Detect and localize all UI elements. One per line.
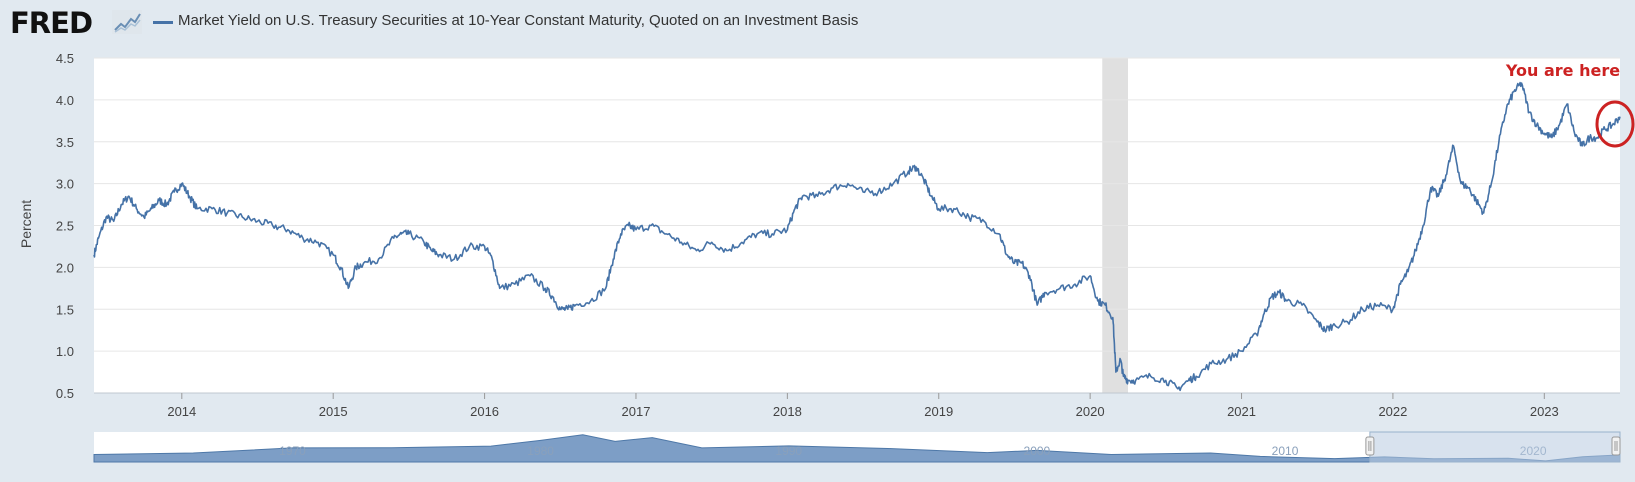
x-tick-label: 2021	[1227, 404, 1256, 419]
y-tick-label: 1.5	[56, 302, 74, 317]
x-axis: 2014 2015 2016 2017 2018 2019 2020 2021 2022 2023	[94, 392, 1620, 419]
navigator-handle-left[interactable]	[1365, 436, 1375, 456]
chart-header: FRED Market Yield on U.S. Treasury Secur…	[0, 0, 1635, 48]
series-layer	[93, 81, 1621, 392]
line-chart-icon	[112, 10, 142, 34]
y-tick-label: 3.5	[56, 135, 74, 150]
y-tick-label: 2.0	[56, 260, 74, 275]
handle-grip[interactable]	[1611, 436, 1621, 456]
y-tick-label: 4.0	[56, 93, 74, 108]
annotation-circle	[1595, 100, 1635, 148]
x-tick-label: 2017	[622, 404, 651, 419]
navigator-label: 1970	[279, 444, 306, 458]
series-title: Market Yield on U.S. Treasury Securities…	[178, 12, 859, 29]
navigator-label: 2010	[1272, 444, 1299, 458]
navigator-selection[interactable]	[1369, 431, 1621, 463]
y-tick-label: 3.0	[56, 177, 74, 192]
y-axis-title: Percent	[18, 200, 34, 248]
fred-logo[interactable]: FRED	[10, 6, 93, 40]
legend-swatch	[153, 21, 173, 24]
x-tick-label: 2019	[924, 404, 953, 419]
chart: 0.5 1.0 1.5 2.0 2.5 3.0 3.5 4.0 4.5 2014 2015 2016…	[18, 51, 1635, 463]
x-tick-label: 2015	[319, 404, 348, 419]
x-tick-label: 2020	[1076, 404, 1105, 419]
x-tick-label: 2016	[470, 404, 499, 419]
navigator-label: 1990	[775, 444, 802, 458]
navigator-handle-right[interactable]	[1611, 436, 1621, 456]
series-line	[93, 81, 1621, 392]
y-tick-label: 2.5	[56, 219, 74, 234]
y-axis: 0.5 1.0 1.5 2.0 2.5 3.0 3.5 4.0 4.5	[56, 51, 74, 401]
navigator-label: 2000	[1024, 444, 1051, 458]
x-tick-label: 2022	[1378, 404, 1407, 419]
x-tick-label: 2014	[167, 404, 196, 419]
annotation: You are here	[1505, 61, 1635, 148]
handle-grip[interactable]	[1365, 436, 1375, 456]
navigator[interactable]: 197019801990200020102020	[93, 431, 1621, 463]
navigator-label: 1980	[527, 444, 554, 458]
x-tick-label: 2023	[1530, 404, 1559, 419]
y-tick-label: 1.0	[56, 344, 74, 359]
y-tick-label: 0.5	[56, 386, 74, 401]
x-tick-label: 2018	[773, 404, 802, 419]
annotation-text: You are here	[1505, 61, 1620, 80]
y-tick-label: 4.5	[56, 51, 74, 66]
